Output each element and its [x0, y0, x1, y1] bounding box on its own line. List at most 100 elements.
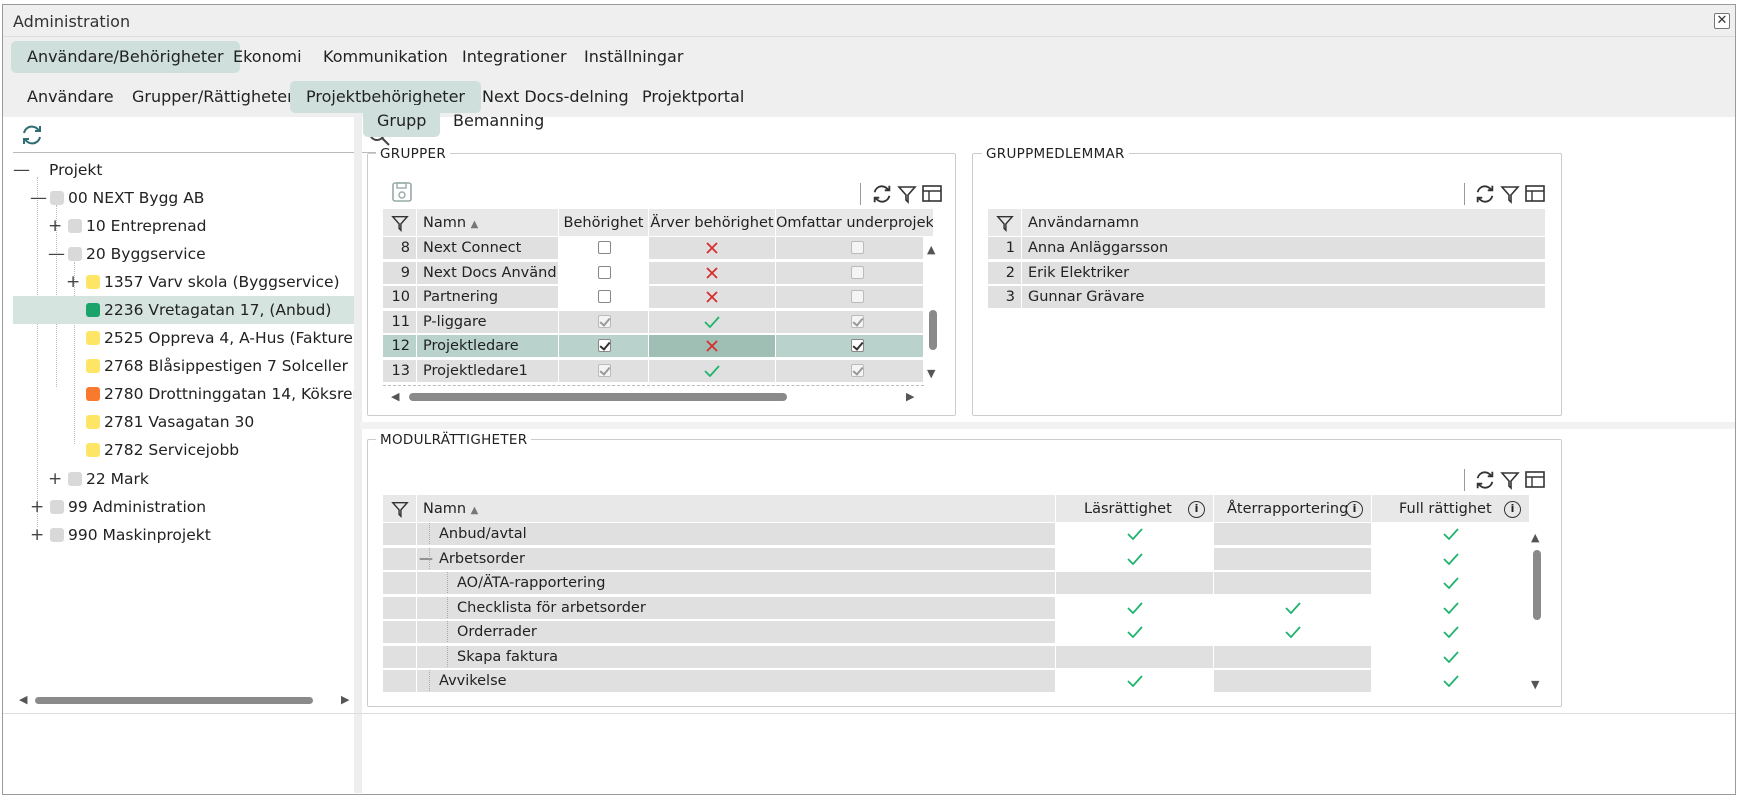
info-icon[interactable]: i [1188, 501, 1205, 518]
behorighet-cell[interactable] [559, 286, 649, 309]
full-cell[interactable] [1372, 548, 1530, 571]
behorighet-cell[interactable] [559, 360, 649, 383]
ater-cell[interactable] [1214, 523, 1372, 546]
module-name[interactable]: Skapa faktura [417, 646, 1056, 669]
refresh-icon[interactable] [1474, 183, 1496, 205]
tree-node[interactable]: 2525 Oppreva 4, A-Hus (Fakturering) [13, 324, 356, 352]
behorighet-cell[interactable] [559, 262, 649, 285]
expand-icon[interactable]: + [30, 521, 44, 549]
tab-integrationer[interactable]: Integrationer [446, 41, 583, 73]
column-settings-icon[interactable] [1524, 469, 1546, 491]
scroll-down-icon[interactable]: ▼ [927, 367, 935, 380]
filter-column-header[interactable] [383, 209, 417, 237]
scroll-right-icon[interactable]: ▶ [341, 693, 349, 706]
ater-cell[interactable] [1214, 646, 1372, 669]
las-cell[interactable] [1056, 621, 1214, 644]
behorighet-checkbox[interactable] [598, 339, 611, 352]
filter-column-header[interactable] [383, 495, 417, 523]
scroll-up-icon[interactable]: ▲ [1531, 531, 1539, 544]
column-header-aterrapportering[interactable]: Återrapportering i [1214, 495, 1372, 523]
las-cell[interactable] [1056, 670, 1214, 693]
las-cell[interactable] [1056, 646, 1214, 669]
tree-node[interactable]: + 990 Maskinprojekt [13, 521, 396, 549]
column-header-arver[interactable]: Ärver behörighet [649, 209, 776, 237]
column-settings-icon[interactable] [1524, 183, 1546, 205]
collapse-icon[interactable]: — [48, 240, 62, 268]
behorighet-checkbox[interactable] [598, 364, 611, 377]
omfattar-checkbox[interactable] [851, 290, 864, 303]
omfattar-cell[interactable] [776, 237, 924, 260]
omfattar-cell[interactable] [776, 262, 924, 285]
group-name[interactable]: P-liggare [417, 311, 559, 334]
full-cell[interactable] [1372, 523, 1530, 546]
full-cell[interactable] [1372, 670, 1530, 693]
omfattar-cell[interactable] [776, 360, 924, 383]
full-cell[interactable] [1372, 621, 1530, 644]
ater-cell[interactable] [1214, 597, 1372, 620]
omfattar-checkbox[interactable] [851, 339, 864, 352]
column-settings-icon[interactable] [921, 183, 943, 205]
las-cell[interactable] [1056, 523, 1214, 546]
behorighet-checkbox[interactable] [598, 290, 611, 303]
tree-hscrollbar[interactable]: ◀ ▶ [13, 691, 356, 709]
collapse-icon[interactable]: — [30, 184, 44, 212]
filter-icon[interactable] [897, 184, 917, 204]
collapse-icon[interactable]: — [419, 548, 433, 571]
info-icon[interactable]: i [1346, 501, 1363, 518]
tab-bemanning[interactable]: Bemanning [437, 105, 560, 137]
omfattar-checkbox[interactable] [851, 364, 864, 377]
behorighet-checkbox[interactable] [598, 315, 611, 328]
filter-icon[interactable] [1500, 184, 1520, 204]
omfattar-cell[interactable] [776, 311, 924, 334]
column-header-behorighet[interactable]: Behörighet [559, 209, 649, 237]
ater-cell[interactable] [1214, 548, 1372, 571]
group-name[interactable]: Next Connect [417, 237, 559, 260]
tree-node[interactable]: 2780 Drottninggatan 14, Köksrenover [13, 380, 356, 408]
scroll-down-icon[interactable]: ▼ [1531, 678, 1539, 691]
group-name[interactable]: Projektledare1 [417, 360, 559, 383]
ater-cell[interactable] [1214, 621, 1372, 644]
tree-node[interactable]: + 99 Administration [13, 493, 396, 521]
tree-node[interactable]: 2782 Servicejobb [13, 436, 356, 464]
tree-root[interactable]: — Projekt [13, 156, 396, 184]
tab-grupper-rattigheter[interactable]: Grupper/Rättigheter [116, 81, 310, 113]
scroll-left-icon[interactable]: ◀ [391, 390, 399, 403]
scroll-thumb[interactable] [409, 393, 787, 401]
scroll-thumb[interactable] [1533, 550, 1541, 620]
filter-icon[interactable] [996, 214, 1014, 232]
column-header-omfattar[interactable]: Omfattar underprojekt [776, 209, 934, 237]
las-cell[interactable] [1056, 597, 1214, 620]
module-name[interactable]: Checklista för arbetsorder [417, 597, 1056, 620]
collapse-icon[interactable]: — [13, 156, 27, 184]
expand-icon[interactable]: + [48, 465, 62, 493]
tab-kommunikation[interactable]: Kommunikation [307, 41, 464, 73]
tree-node[interactable]: 2781 Vasagatan 30 [13, 408, 356, 436]
omfattar-cell[interactable] [776, 286, 924, 309]
behorighet-cell[interactable] [559, 311, 649, 334]
tree-node[interactable]: + 22 Mark [13, 465, 396, 493]
ater-cell[interactable] [1214, 572, 1372, 595]
tab-ekonomi[interactable]: Ekonomi [217, 41, 318, 73]
filter-column-header[interactable] [988, 209, 1022, 237]
splitter[interactable] [360, 422, 1736, 429]
member-name[interactable]: Anna Anläggarsson [1022, 237, 1546, 260]
tab-projektportal[interactable]: Projektportal [626, 81, 760, 113]
filter-icon[interactable] [1500, 470, 1520, 490]
module-name[interactable]: Orderrader [417, 621, 1056, 644]
tree-node[interactable]: 2768 Blåsippestigen 7 Solceller [13, 352, 356, 380]
column-header-lasrattighet[interactable]: Läsrättighet i [1056, 495, 1214, 523]
omfattar-checkbox[interactable] [851, 241, 864, 254]
tab-grupp[interactable]: Grupp [363, 105, 440, 137]
column-header-full-rattighet[interactable]: Full rättighet i [1372, 495, 1530, 523]
expand-icon[interactable]: + [66, 268, 80, 296]
module-name[interactable]: AO/ÄTA-rapportering [417, 572, 1056, 595]
tree-node[interactable]: + 1357 Varv skola (Byggservice) [13, 268, 396, 296]
expand-icon[interactable]: + [30, 493, 44, 521]
tree-node[interactable]: + 10 Entreprenad [13, 212, 396, 240]
scroll-up-icon[interactable]: ▲ [927, 243, 935, 256]
omfattar-checkbox[interactable] [851, 266, 864, 279]
omfattar-checkbox[interactable] [851, 315, 864, 328]
omfattar-cell[interactable] [776, 335, 924, 358]
group-name[interactable]: Partnering [417, 286, 559, 309]
las-cell[interactable] [1056, 548, 1214, 571]
